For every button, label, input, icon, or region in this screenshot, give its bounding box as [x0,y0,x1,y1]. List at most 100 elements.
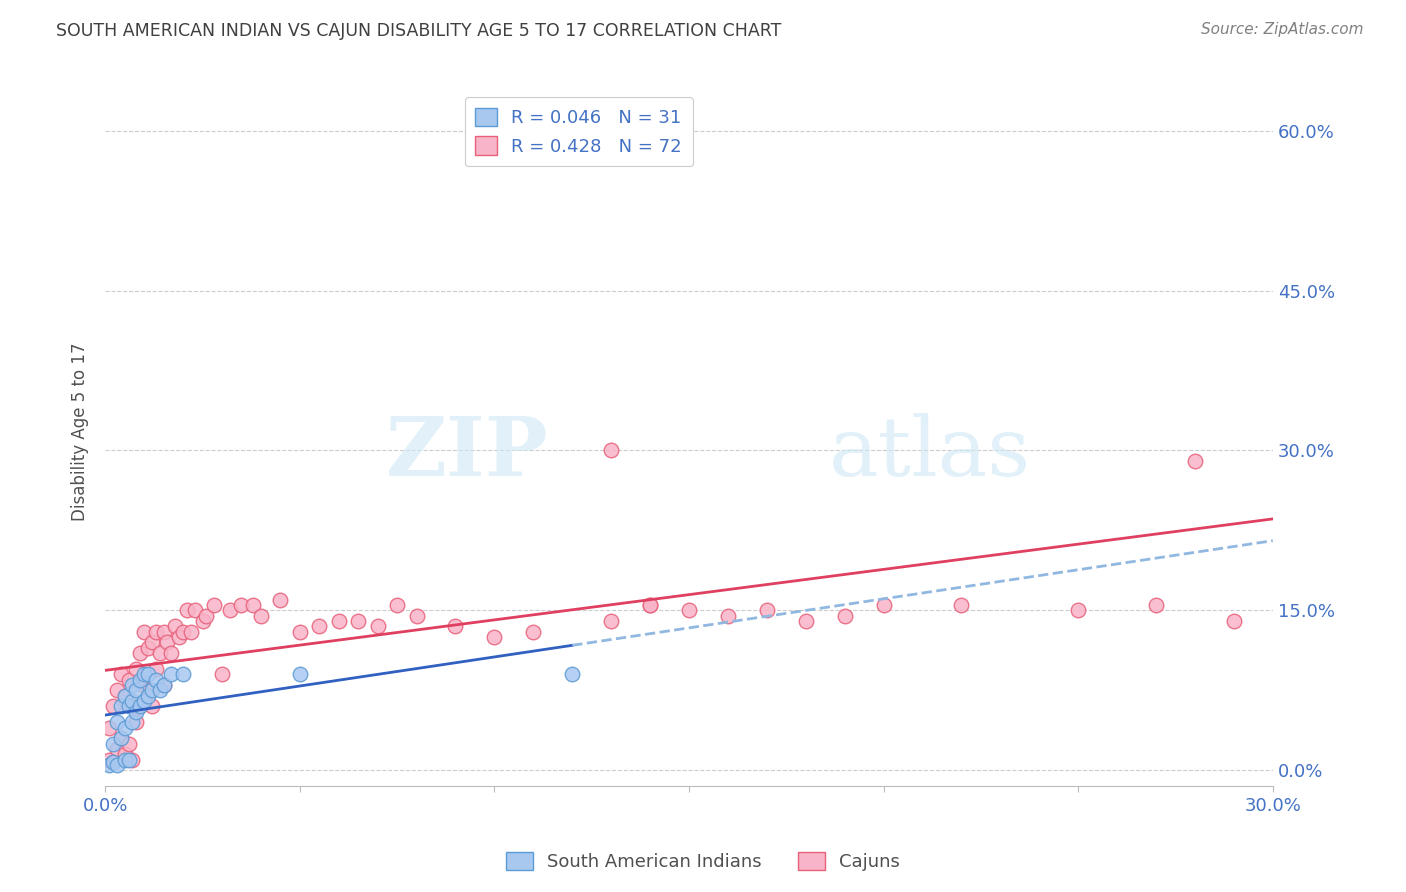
Point [101,737,124,751]
Point [834,608,856,623]
Point [121,752,143,766]
Point [110,667,132,681]
Point [125,715,148,730]
Point [110,699,132,714]
Point [134,624,156,639]
Point [101,699,124,714]
Point [211,667,233,681]
Point [172,667,194,681]
Point [152,624,174,639]
Point [129,699,152,714]
Point [114,689,136,703]
Point [145,673,167,687]
Point [561,667,583,681]
Point [141,683,163,698]
Legend: R = 0.046   N = 31, R = 0.428   N = 72: R = 0.046 N = 31, R = 0.428 N = 72 [464,97,693,167]
Point [160,646,183,660]
Point [134,667,156,681]
Point [167,630,190,644]
Point [1144,598,1167,612]
Point [98,752,121,766]
Point [600,443,623,458]
Point [444,619,467,633]
Point [110,731,132,746]
Point [114,752,136,766]
Point [105,715,128,730]
Point [347,614,370,628]
Point [136,640,159,655]
Point [367,619,389,633]
Point [202,598,225,612]
Point [105,757,128,772]
Legend: South American Indians, Cajuns: South American Indians, Cajuns [499,845,907,879]
Point [125,683,148,698]
Point [117,737,139,751]
Point [160,667,183,681]
Point [561,145,583,159]
Point [250,608,273,623]
Point [134,678,156,692]
Y-axis label: Disability Age 5 to 17: Disability Age 5 to 17 [72,343,89,521]
Point [269,592,291,607]
Point [165,619,187,633]
Point [242,598,264,612]
Text: SOUTH AMERICAN INDIAN VS CAJUN DISABILITY AGE 5 TO 17 CORRELATION CHART: SOUTH AMERICAN INDIAN VS CAJUN DISABILIT… [56,22,782,40]
Point [288,624,311,639]
Point [136,683,159,698]
Point [114,689,136,703]
Point [98,757,121,772]
Point [180,624,202,639]
Point [141,699,163,714]
Point [218,603,240,617]
Point [136,689,159,703]
Point [600,614,623,628]
Point [872,598,894,612]
Point [145,662,167,676]
Point [522,624,544,639]
Point [328,614,350,628]
Point [156,635,179,649]
Point [183,603,205,617]
Point [125,705,148,719]
Point [105,683,128,698]
Point [129,646,152,660]
Point [105,742,128,756]
Point [110,731,132,746]
Point [114,721,136,735]
Point [638,598,661,612]
Point [121,715,143,730]
Point [172,624,194,639]
Point [1223,614,1246,628]
Point [176,603,198,617]
Point [152,678,174,692]
Point [1067,603,1090,617]
Point [114,747,136,761]
Point [638,598,661,612]
Point [117,673,139,687]
Point [152,678,174,692]
Point [117,752,139,766]
Point [121,678,143,692]
Point [231,598,253,612]
Point [308,619,330,633]
Point [117,699,139,714]
Point [121,694,143,708]
Point [136,667,159,681]
Point [288,667,311,681]
Point [129,673,152,687]
Point [405,608,427,623]
Text: ZIP: ZIP [387,413,548,493]
Point [484,630,506,644]
Point [678,603,700,617]
Text: atlas: atlas [830,413,1031,493]
Point [134,694,156,708]
Point [101,755,124,769]
Point [149,683,172,698]
Point [121,699,143,714]
Point [149,646,172,660]
Point [145,624,167,639]
Point [1184,454,1206,468]
Point [755,603,778,617]
Point [129,699,152,714]
Point [98,721,121,735]
